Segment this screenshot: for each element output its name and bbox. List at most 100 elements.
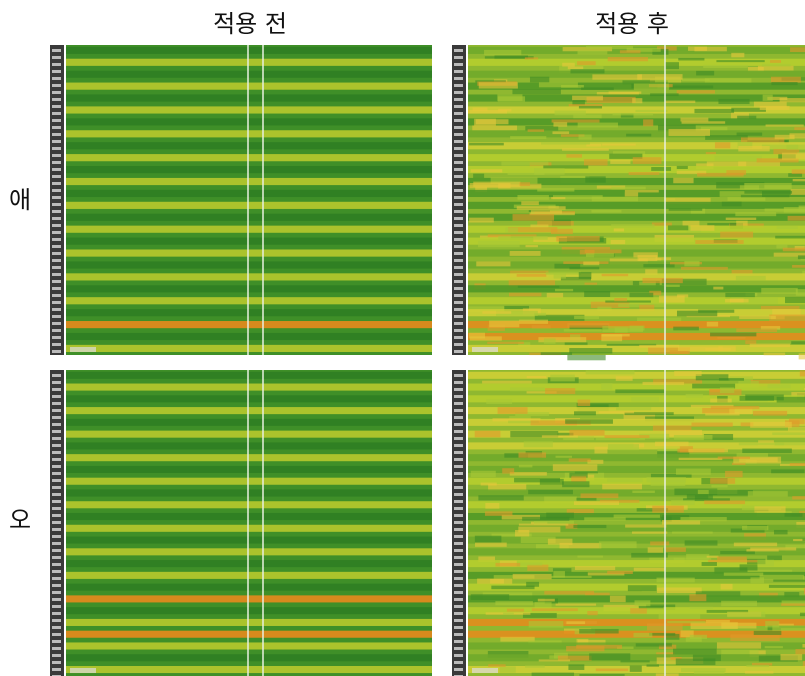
noise — [754, 631, 782, 635]
noise — [697, 173, 744, 177]
axis-tick — [52, 315, 61, 318]
noise — [673, 649, 717, 655]
noise — [643, 278, 683, 283]
noise — [605, 435, 650, 438]
noise — [710, 478, 735, 484]
noise — [672, 532, 713, 534]
band — [66, 572, 432, 579]
noise — [610, 160, 630, 164]
noise — [696, 71, 714, 76]
noise — [736, 328, 777, 332]
noise — [666, 285, 680, 287]
noise — [777, 226, 798, 229]
axis-tick — [454, 63, 463, 66]
noise — [740, 185, 759, 190]
noise — [771, 82, 797, 85]
noise — [722, 202, 742, 207]
noise — [587, 611, 597, 615]
axis-tick — [52, 570, 61, 573]
noise — [726, 218, 756, 220]
noise — [489, 321, 519, 328]
noise — [481, 483, 497, 486]
noise — [736, 276, 766, 281]
axis-tick — [52, 549, 61, 552]
noise — [574, 501, 619, 505]
axis-tick — [454, 224, 463, 227]
axis-tick — [454, 259, 463, 262]
axis-tick — [52, 329, 61, 332]
axis-tick — [454, 91, 463, 94]
noise — [764, 353, 786, 356]
noise — [766, 124, 804, 126]
noise — [476, 261, 510, 266]
noise — [794, 127, 805, 130]
band — [66, 309, 432, 316]
noise — [625, 525, 666, 528]
noise — [520, 182, 530, 186]
axis-tick — [52, 661, 61, 664]
band — [66, 642, 432, 649]
noise — [567, 355, 605, 360]
noise — [754, 506, 785, 512]
noise — [731, 53, 744, 57]
noise — [694, 109, 734, 113]
noise — [562, 481, 589, 487]
noise — [725, 299, 748, 303]
band — [66, 226, 432, 233]
noise — [631, 397, 659, 402]
axis-tick — [52, 238, 61, 241]
noise — [676, 469, 711, 475]
noise — [552, 119, 600, 122]
axis-tick — [52, 336, 61, 339]
noise — [529, 621, 564, 628]
noise — [775, 236, 805, 239]
noise — [666, 101, 696, 103]
noise — [476, 119, 509, 124]
noise — [677, 166, 688, 169]
noise — [578, 400, 591, 407]
noise — [478, 495, 523, 500]
noise — [786, 145, 805, 150]
noise — [677, 90, 715, 93]
noise — [773, 579, 805, 582]
noise — [585, 176, 605, 182]
axis-tick — [454, 416, 463, 419]
axis-tick — [52, 668, 61, 671]
axis-tick — [454, 70, 463, 73]
noise — [471, 169, 503, 172]
axis-tick — [52, 273, 61, 276]
noise — [732, 270, 753, 274]
noise — [781, 603, 805, 605]
noise — [477, 578, 512, 584]
noise — [713, 287, 723, 290]
band — [468, 654, 805, 661]
noise — [584, 291, 610, 297]
noise — [527, 376, 547, 378]
axis-tick — [52, 465, 61, 468]
axis-tick — [454, 252, 463, 255]
noise — [556, 604, 596, 606]
noise — [577, 556, 603, 558]
axis-tick — [52, 196, 61, 199]
noise — [586, 370, 635, 374]
axis-tick — [52, 395, 61, 398]
noise — [721, 584, 733, 590]
noise — [510, 136, 546, 139]
axis-tick — [454, 374, 463, 377]
noise — [717, 642, 761, 648]
noise — [651, 167, 671, 171]
axis-tick — [52, 542, 61, 545]
noise — [513, 574, 552, 579]
noise — [581, 87, 614, 90]
band — [66, 384, 432, 391]
noise — [720, 232, 753, 239]
axis-tick — [454, 217, 463, 220]
noise — [502, 468, 514, 473]
axis-tick — [52, 430, 61, 433]
noise — [676, 658, 716, 665]
noise — [791, 189, 805, 195]
noise — [635, 110, 667, 112]
noise — [690, 635, 707, 639]
axis-tick — [52, 98, 61, 101]
figure: 적용 전 적용 후 애 오 — [0, 0, 805, 676]
